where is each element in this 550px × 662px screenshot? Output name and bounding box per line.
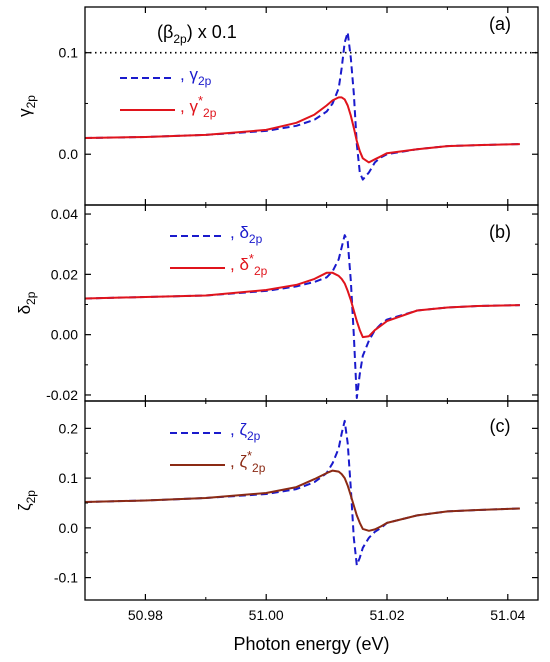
panel-label: (a): [489, 14, 511, 34]
x-axis-label: Photon energy (eV): [233, 634, 389, 654]
legend-label: , ζ2p: [230, 420, 261, 443]
legend-label: , γ*2p: [180, 93, 217, 120]
x-tick-label: 51.04: [490, 607, 525, 623]
series-line-dashed: [85, 31, 520, 181]
y-axis-label: ζ2p: [15, 490, 38, 511]
y-tick-label: -0.02: [46, 387, 78, 403]
legend-superscript: *: [198, 93, 203, 108]
y-tick-label: -0.1: [54, 570, 78, 586]
legend-prefix: ,: [230, 255, 239, 274]
legend-subscript: 2p: [252, 461, 266, 475]
y-axis-label-symbol: γ: [15, 108, 34, 117]
legend-label: , δ2p: [230, 223, 263, 246]
legend-prefix: ,: [230, 223, 239, 242]
series-line-dashed: [85, 234, 520, 399]
series-line-solid: [85, 469, 520, 532]
legend-prefix: ,: [180, 97, 189, 116]
series-line-solid: [85, 271, 520, 339]
panel-label: (b): [489, 222, 511, 242]
annotation-subscript: 2p: [173, 32, 187, 46]
beta-annotation: (β2p) x 0.1: [157, 22, 237, 46]
y-tick-label: 0.2: [59, 420, 79, 436]
legend-subscript: 2p: [247, 429, 261, 443]
series-line-dashed: [85, 419, 520, 567]
y-tick-label: 0.0: [59, 520, 79, 536]
plot-frame: [84, 400, 539, 601]
series-group: [85, 234, 520, 399]
y-axis-label-symbol: ζ: [15, 503, 34, 511]
plot-frame: [84, 204, 539, 402]
y-axis-label-subscript: 2p: [24, 291, 38, 305]
legend-symbol: δ: [239, 255, 248, 274]
y-axis-label-symbol: δ: [15, 305, 34, 314]
legend-symbol: γ: [189, 65, 198, 84]
plot-frame: [84, 6, 539, 206]
legend-prefix: ,: [180, 65, 189, 84]
y-axis-label: δ2p: [15, 291, 38, 314]
legend-label: , ζ*2p: [230, 448, 266, 475]
x-tick-label: 51.00: [249, 607, 284, 623]
legend-symbol: ζ: [239, 452, 247, 471]
series-line-solid: [85, 96, 520, 164]
y-tick-label: 0.00: [51, 327, 78, 343]
legend-superscript: *: [249, 251, 254, 266]
legend-symbol: δ: [239, 223, 248, 242]
annotation-suffix: ) x 0.1: [187, 22, 237, 42]
x-tick-label: 51.02: [369, 607, 404, 623]
legend-label: , δ*2p: [230, 251, 268, 278]
legend-prefix: ,: [230, 420, 239, 439]
legend-subscript: 2p: [254, 264, 268, 278]
y-tick-label: 0.04: [51, 206, 78, 222]
legend-superscript: *: [247, 448, 252, 463]
panel-label: (c): [490, 416, 511, 436]
annotation-symbol: (β: [157, 22, 173, 42]
series-group: [85, 419, 520, 567]
legend-symbol: ζ: [239, 420, 247, 439]
y-axis-label-subscript: 2p: [24, 95, 38, 109]
y-tick-label: 0.1: [59, 45, 79, 61]
legend-subscript: 2p: [249, 232, 263, 246]
series-group: [85, 31, 520, 181]
legend-prefix: ,: [230, 452, 239, 471]
x-tick-label: 50.98: [128, 607, 163, 623]
legend-symbol: γ: [189, 97, 198, 116]
legend-label: , γ2p: [180, 65, 212, 88]
y-axis-label: γ2p: [15, 95, 38, 117]
y-tick-label: 0.02: [51, 266, 78, 282]
legend-subscript: 2p: [203, 106, 217, 120]
y-tick-label: 0.0: [59, 146, 79, 162]
y-axis-label-subscript: 2p: [24, 490, 38, 504]
y-tick-label: 0.1: [59, 470, 79, 486]
legend-subscript: 2p: [198, 74, 212, 88]
